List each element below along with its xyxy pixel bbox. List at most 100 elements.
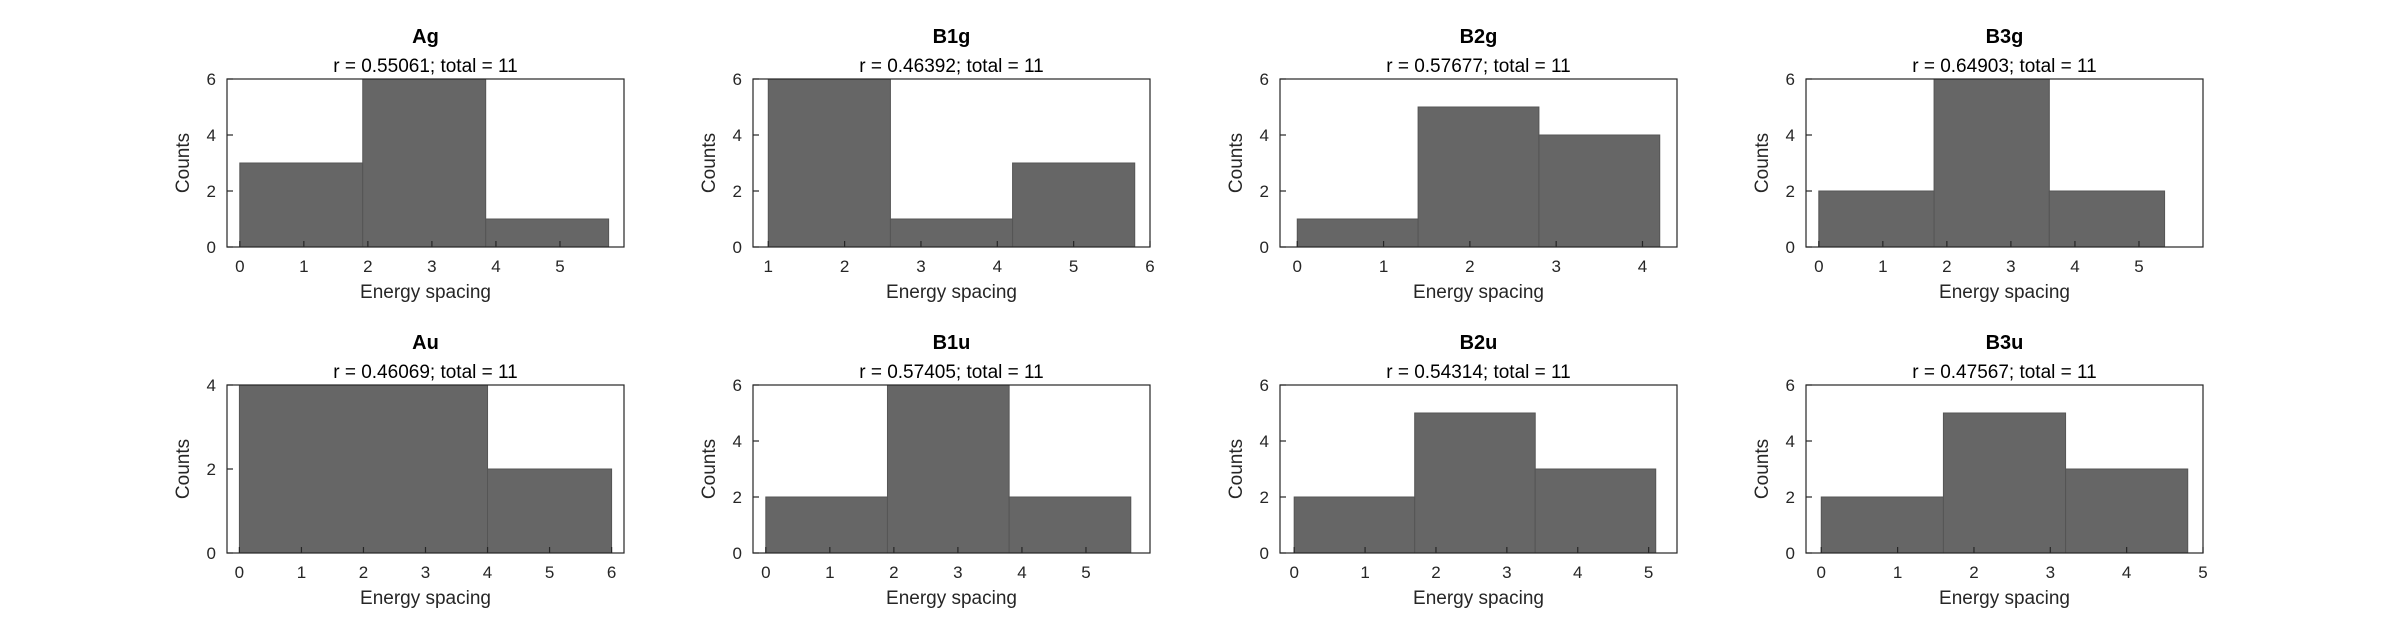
chart-subtitle: r = 0.46069; total = 11	[333, 362, 518, 383]
x-tick-label: 5	[1069, 257, 1078, 276]
y-tick-label: 2	[207, 460, 216, 479]
histogram-bar	[1942, 412, 2067, 554]
x-tick-label: 1	[1878, 257, 1887, 276]
x-tick-label: 5	[545, 563, 554, 582]
chart-title: B1g	[933, 26, 971, 48]
x-tick-label: 3	[421, 563, 430, 582]
y-tick-label: 6	[1260, 70, 1269, 89]
chart-title: B2g	[1460, 26, 1498, 48]
x-tick-label: 0	[1289, 563, 1298, 582]
histogram-bar	[1534, 468, 1657, 554]
histogram-bar	[1538, 134, 1661, 248]
x-tick-label: 4	[2122, 563, 2131, 582]
histogram-bar	[889, 218, 1014, 248]
y-tick-label: 2	[1786, 488, 1795, 507]
histogram-bar	[1012, 162, 1136, 248]
x-tick-label: 4	[491, 257, 500, 276]
histogram-bar	[1008, 496, 1132, 554]
x-axis-label: Energy spacing	[886, 588, 1017, 609]
x-axis-label: Energy spacing	[1939, 588, 2070, 609]
y-tick-label: 6	[1786, 70, 1795, 89]
x-tick-label: 2	[840, 257, 849, 276]
x-tick-label: 1	[1893, 563, 1902, 582]
axes-box	[1279, 78, 1678, 248]
y-tick-label: 4	[1786, 432, 1795, 451]
x-tick-label: 1	[825, 563, 834, 582]
y-tick-label: 4	[733, 126, 742, 145]
chart-subtitle: r = 0.57405; total = 11	[859, 362, 1044, 383]
y-axis-label: Counts	[1226, 439, 1247, 499]
y-axis-label: Counts	[699, 439, 720, 499]
x-tick-label: 3	[953, 563, 962, 582]
y-tick-label: 6	[733, 376, 742, 395]
x-axis-label: Energy spacing	[1413, 588, 1544, 609]
x-tick-label: 5	[1081, 563, 1090, 582]
x-axis-label: Energy spacing	[1413, 282, 1544, 303]
x-tick-label: 4	[1638, 257, 1647, 276]
x-tick-label: 0	[1814, 257, 1823, 276]
x-tick-label: 5	[555, 257, 564, 276]
y-tick-label: 0	[1786, 238, 1795, 257]
chart-subtitle: r = 0.54314; total = 11	[1386, 362, 1571, 383]
x-axis-label: Energy spacing	[360, 282, 491, 303]
x-tick-label: 4	[1573, 563, 1582, 582]
y-tick-label: 2	[733, 182, 742, 201]
x-tick-label: 0	[761, 563, 770, 582]
y-tick-label: 4	[207, 126, 216, 145]
y-tick-label: 0	[1260, 544, 1269, 563]
histogram-bar	[1296, 218, 1419, 248]
chart-panel-b3u: 0 1 2 3 4 5 0 2 4 6 Energy spacing Counts B3u r = 0.4…	[1752, 332, 2208, 609]
y-tick-label: 0	[1786, 544, 1795, 563]
chart-subtitle: r = 0.46392; total = 11	[859, 56, 1044, 77]
histogram-bar	[1293, 496, 1416, 554]
y-tick-label: 0	[1260, 238, 1269, 257]
x-tick-label: 4	[993, 257, 1002, 276]
histogram-bar	[765, 496, 888, 554]
x-tick-label: 1	[1360, 563, 1369, 582]
y-tick-label: 6	[733, 70, 742, 89]
x-tick-label: 3	[1502, 563, 1511, 582]
x-tick-label: 6	[1145, 257, 1154, 276]
y-axis-label: Counts	[1752, 439, 1773, 499]
chart-panel-b2g: 0 1 2 3 4 0 2 4 6 Energy spacing Counts B2g r = 0.57…	[1226, 26, 1678, 303]
x-tick-label: 4	[2070, 257, 2079, 276]
y-tick-label: 4	[207, 376, 216, 395]
x-tick-label: 1	[299, 257, 308, 276]
x-tick-label: 2	[363, 257, 372, 276]
y-tick-label: 4	[1786, 126, 1795, 145]
y-tick-label: 6	[1260, 376, 1269, 395]
x-axis-label: Energy spacing	[886, 282, 1017, 303]
y-tick-label: 4	[1260, 432, 1269, 451]
chart-panel-au: 0 1 2 3 4 5 6 0 2 4 Energy spacing Counts Au r = 0.46…	[173, 332, 625, 609]
chart-title: B1u	[933, 332, 971, 354]
y-tick-label: 2	[207, 182, 216, 201]
axes-box	[226, 78, 625, 248]
y-axis-label: Counts	[173, 133, 194, 193]
histogram-bar	[2065, 468, 2189, 554]
x-tick-label: 3	[2046, 563, 2055, 582]
x-tick-label: 5	[2198, 563, 2207, 582]
chart-subtitle: r = 0.57677; total = 11	[1386, 56, 1571, 77]
histogram-bar	[1417, 106, 1540, 248]
axes-box	[752, 384, 1151, 554]
y-tick-label: 2	[733, 488, 742, 507]
histogram-bar	[1414, 412, 1536, 554]
axes-box	[752, 78, 1151, 248]
x-tick-label: 0	[1293, 257, 1302, 276]
x-tick-label: 2	[1942, 257, 1951, 276]
histogram-bar	[1933, 78, 2050, 248]
chart-subtitle: r = 0.47567; total = 11	[1912, 362, 2097, 383]
x-tick-label: 3	[1551, 257, 1560, 276]
chart-title: Ag	[412, 26, 439, 48]
x-tick-label: 6	[607, 563, 616, 582]
y-axis-label: Counts	[173, 439, 194, 499]
chart-panel-b1g: 1 2 3 4 5 6 0 2 4 6 Energy spacing Counts B1g r = 0.4…	[699, 26, 1155, 303]
x-tick-label: 2	[359, 563, 368, 582]
chart-title: Au	[412, 332, 439, 354]
histogram-bar	[2048, 190, 2166, 248]
chart-title: B3u	[1986, 332, 2024, 354]
y-tick-label: 0	[207, 238, 216, 257]
chart-panel-b2u: 0 1 2 3 4 5 0 2 4 6 Energy spacing Counts B2u r = 0.5…	[1226, 332, 1678, 609]
y-axis-label: Counts	[1226, 133, 1247, 193]
